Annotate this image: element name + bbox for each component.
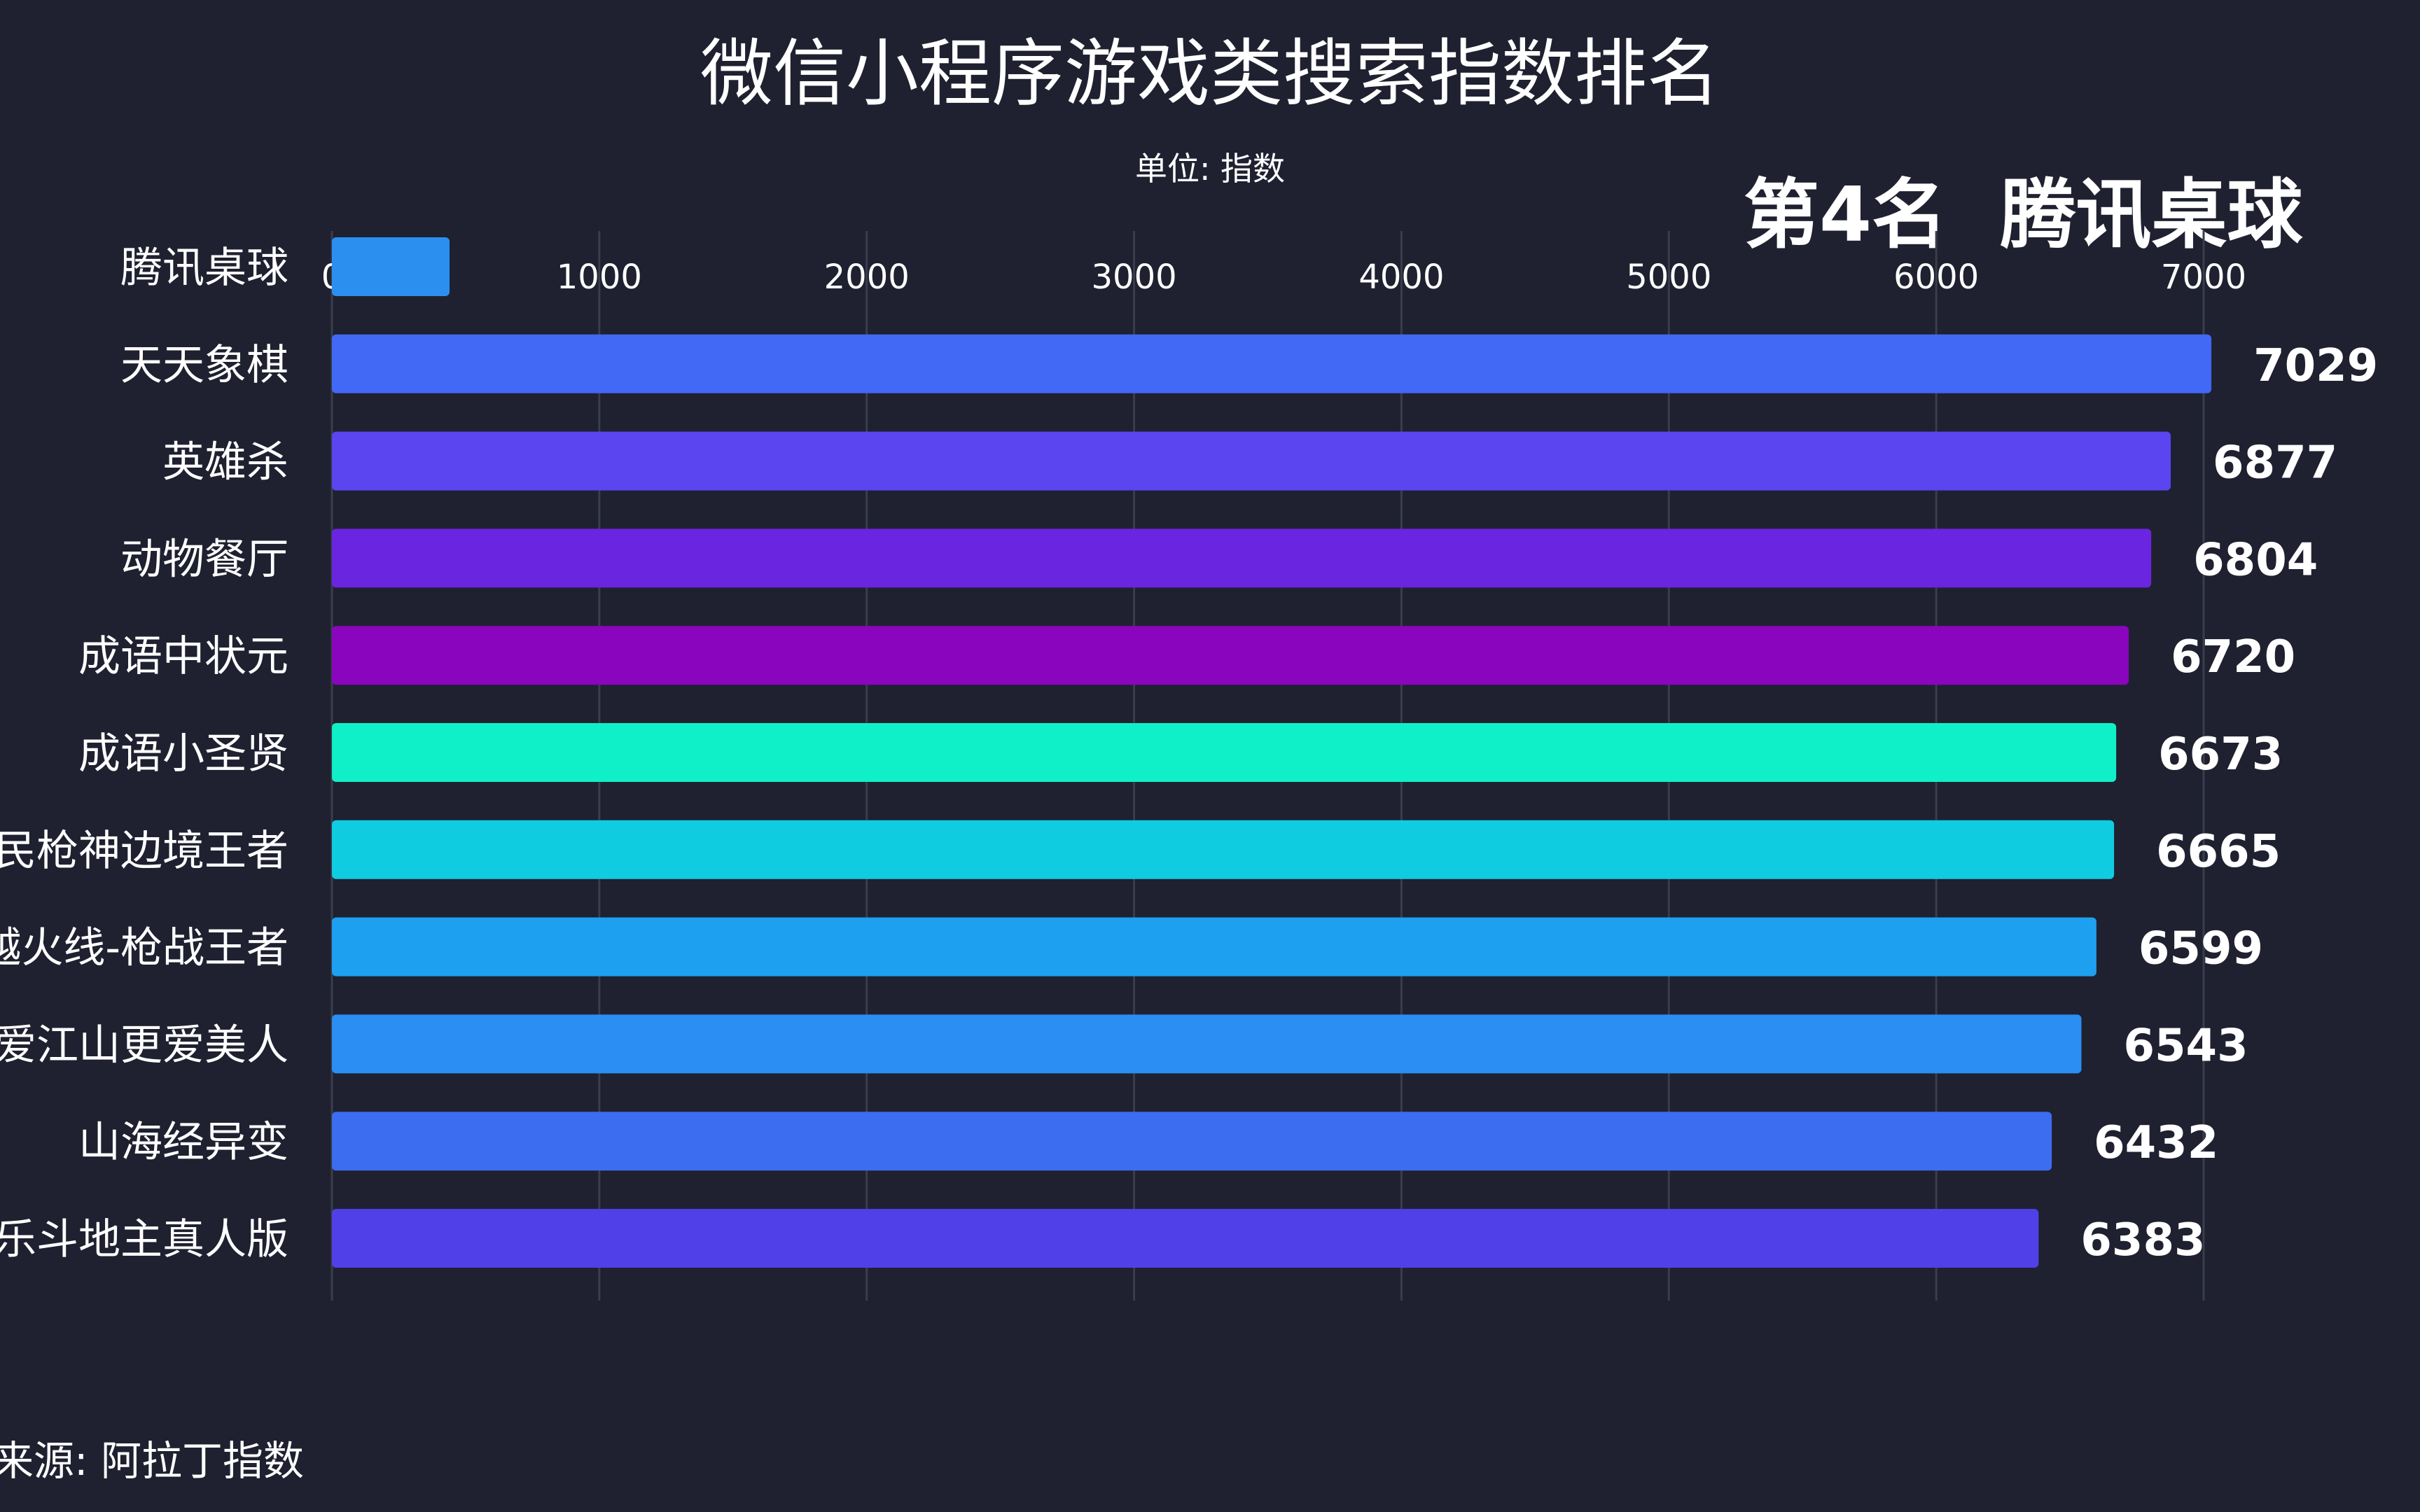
bar bbox=[332, 917, 2096, 976]
bar bbox=[332, 528, 2152, 588]
value-label: 6665 bbox=[2156, 826, 2281, 878]
category-label: 天天象棋 bbox=[120, 341, 288, 390]
value-label: 6673 bbox=[2158, 729, 2283, 780]
x-tick-label: 3000 bbox=[1091, 258, 1176, 297]
x-tick-label: 6000 bbox=[1893, 258, 1979, 297]
x-tick-label: 1000 bbox=[557, 258, 642, 297]
category-label: 全民枪神边境王者 bbox=[0, 827, 288, 876]
value-label: 6804 bbox=[2193, 534, 2318, 586]
value-label: 6599 bbox=[2139, 923, 2263, 975]
source-label: 来源: 阿拉丁指数 bbox=[0, 1437, 304, 1485]
chart-title: 微信小程序游戏类搜索指数排名 bbox=[700, 31, 1720, 116]
category-label: 腾讯桌球 bbox=[120, 244, 288, 293]
bar bbox=[332, 626, 2129, 685]
category-label: 动物餐厅 bbox=[120, 535, 288, 584]
bar bbox=[332, 1112, 2052, 1171]
bar bbox=[332, 723, 2117, 782]
bar bbox=[332, 431, 2171, 491]
category-label: 成语小圣贤 bbox=[78, 729, 288, 778]
bar bbox=[332, 1209, 2039, 1268]
x-tick-label: 4000 bbox=[1358, 258, 1444, 297]
rank-banner: 第4名 腾讯桌球 bbox=[1744, 172, 2303, 259]
value-label: 6432 bbox=[2094, 1117, 2218, 1169]
x-tick-label: 5000 bbox=[1626, 258, 1711, 297]
value-label: 7029 bbox=[2253, 340, 2378, 392]
value-label: 6543 bbox=[2123, 1020, 2248, 1072]
category-label: 英雄杀 bbox=[162, 438, 288, 487]
bar bbox=[332, 1014, 2082, 1074]
category-label: 爱江山更爱美人 bbox=[0, 1021, 288, 1070]
bar bbox=[332, 820, 2115, 879]
value-label: 6720 bbox=[2171, 631, 2295, 683]
category-label: 成语中状元 bbox=[78, 632, 288, 681]
x-tick-label: 2000 bbox=[824, 258, 910, 297]
bar bbox=[332, 334, 2212, 393]
category-label: 穿越火线-枪战王者 bbox=[0, 924, 288, 973]
bar bbox=[332, 237, 450, 296]
unit-label: 单位: 指数 bbox=[1134, 150, 1286, 188]
x-tick-label: 7000 bbox=[2161, 258, 2246, 297]
value-label: 6877 bbox=[2213, 438, 2337, 489]
category-label: 欢乐斗地主真人版 bbox=[0, 1215, 288, 1264]
value-label: 6383 bbox=[2080, 1214, 2205, 1266]
category-label: 山海经异变 bbox=[78, 1118, 288, 1167]
